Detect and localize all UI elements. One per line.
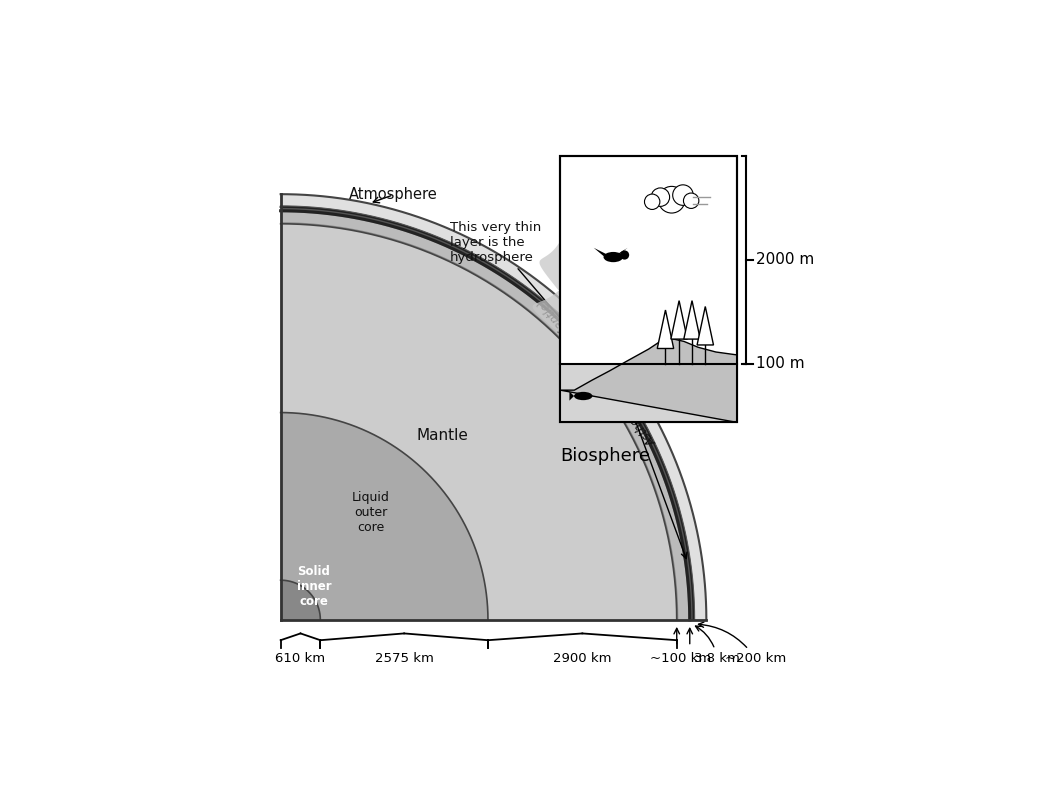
Text: 100 m: 100 m (756, 356, 804, 372)
Circle shape (645, 194, 660, 210)
Text: Biosphere: Biosphere (561, 447, 650, 465)
Text: 610 km: 610 km (276, 652, 326, 665)
Circle shape (673, 185, 693, 206)
Text: Liquid
outer
core: Liquid outer core (351, 491, 390, 534)
Text: Asthenosphere (Plastic Mantle): Asthenosphere (Plastic Mantle) (537, 296, 659, 448)
Polygon shape (281, 211, 690, 620)
Bar (561, 364, 737, 422)
Polygon shape (561, 338, 737, 422)
Text: Solid
inner
core: Solid inner core (297, 565, 331, 608)
Polygon shape (614, 247, 628, 256)
Polygon shape (281, 194, 706, 620)
Text: Lithosphere: Lithosphere (588, 403, 686, 559)
Polygon shape (657, 310, 674, 348)
Text: ~200 km: ~200 km (698, 622, 786, 665)
Text: This very thin
layer is the
hydrosphere: This very thin layer is the hydrosphere (450, 221, 628, 397)
Text: Atmosphere: Atmosphere (349, 187, 438, 203)
Polygon shape (569, 392, 574, 401)
Polygon shape (532, 241, 643, 410)
Ellipse shape (604, 252, 623, 262)
Circle shape (620, 251, 629, 260)
Text: Mantle: Mantle (416, 428, 468, 442)
Text: 2000 m: 2000 m (756, 252, 814, 268)
Circle shape (658, 186, 685, 213)
Polygon shape (281, 413, 488, 620)
Polygon shape (281, 580, 321, 620)
Bar (561, 156, 737, 422)
Polygon shape (281, 224, 677, 620)
Ellipse shape (574, 392, 592, 400)
Polygon shape (697, 306, 714, 345)
Bar (561, 156, 737, 422)
Circle shape (683, 193, 699, 209)
Polygon shape (281, 206, 695, 620)
Text: 2575 km: 2575 km (375, 652, 434, 665)
Text: ~100 km: ~100 km (650, 652, 712, 665)
Polygon shape (281, 212, 689, 620)
Circle shape (651, 188, 670, 206)
Polygon shape (281, 207, 694, 620)
Bar (628, 397, 634, 405)
Text: 3.8 km: 3.8 km (695, 626, 740, 665)
Polygon shape (671, 301, 687, 339)
Text: 2900 km: 2900 km (553, 652, 612, 665)
Polygon shape (683, 301, 700, 339)
Polygon shape (594, 247, 608, 256)
